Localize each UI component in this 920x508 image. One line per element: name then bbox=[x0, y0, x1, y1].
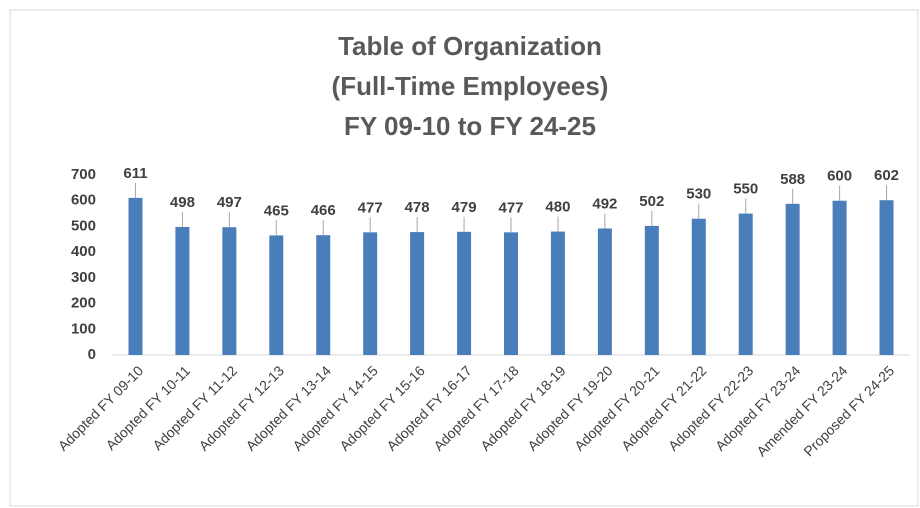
value-label: 502 bbox=[639, 193, 664, 210]
value-label: 466 bbox=[311, 202, 336, 219]
value-label: 498 bbox=[170, 194, 195, 211]
chart-border bbox=[9, 9, 919, 507]
bar bbox=[785, 203, 800, 355]
value-label: 497 bbox=[217, 194, 242, 211]
bar bbox=[832, 200, 847, 355]
bar bbox=[128, 197, 143, 355]
x-tick-label: Adopted FY 13-14 bbox=[242, 362, 334, 454]
x-tick-label: Adopted FY 18-19 bbox=[477, 362, 569, 454]
y-tick-label: 300 bbox=[71, 269, 96, 286]
bar bbox=[269, 235, 284, 355]
y-tick-label: 400 bbox=[71, 243, 96, 260]
bar bbox=[879, 200, 894, 355]
x-tick-label: Adopted FY 16-17 bbox=[383, 362, 475, 454]
value-label: 480 bbox=[545, 199, 570, 216]
x-tick-label: Amended FY 23-24 bbox=[753, 362, 850, 459]
bar bbox=[644, 225, 659, 355]
value-label: 550 bbox=[733, 181, 758, 198]
bar bbox=[691, 218, 706, 355]
x-tick-label: Adopted FY 14-15 bbox=[289, 362, 381, 454]
x-tick-label: Adopted FY 12-13 bbox=[196, 362, 288, 454]
y-tick-label: 700 bbox=[71, 166, 96, 183]
value-label: 611 bbox=[123, 165, 147, 182]
bar bbox=[316, 235, 331, 355]
x-tick-label: Adopted FY 11-12 bbox=[149, 362, 240, 453]
value-label: 477 bbox=[358, 199, 383, 216]
bar bbox=[363, 232, 378, 355]
x-tick-label: Adopted FY 17-18 bbox=[430, 362, 522, 454]
y-tick-label: 100 bbox=[71, 320, 96, 337]
chart-title: (Full-Time Employees) bbox=[332, 71, 609, 101]
x-tick-label: Adopted FY 20-21 bbox=[571, 362, 663, 454]
value-label: 479 bbox=[452, 199, 477, 216]
x-tick-label: Adopted FY 10-11 bbox=[102, 362, 193, 453]
value-label: 465 bbox=[264, 202, 289, 219]
bar bbox=[222, 227, 237, 355]
chart-title: Table of Organization bbox=[338, 31, 602, 61]
x-tick-label: Adopted FY 19-20 bbox=[524, 362, 616, 454]
y-tick-label: 600 bbox=[71, 192, 96, 209]
x-tick-label: Adopted FY 23-24 bbox=[712, 362, 804, 454]
value-label: 478 bbox=[405, 199, 430, 216]
y-tick-label: 500 bbox=[71, 217, 96, 234]
value-label: 602 bbox=[874, 167, 899, 184]
bar bbox=[550, 231, 565, 355]
y-tick-label: 0 bbox=[88, 346, 96, 363]
x-tick-label: Adopted FY 09-10 bbox=[55, 362, 147, 454]
x-tick-label: Adopted FY 15-16 bbox=[336, 362, 428, 454]
chart-title: FY 09-10 to FY 24-25 bbox=[344, 111, 596, 141]
value-label: 600 bbox=[827, 168, 852, 185]
bar bbox=[410, 232, 425, 355]
x-tick-label: Adopted FY 21-22 bbox=[618, 362, 710, 454]
bar bbox=[175, 226, 190, 355]
x-tick-label: Proposed FY 24-25 bbox=[800, 362, 897, 459]
bar bbox=[504, 232, 518, 355]
value-label: 588 bbox=[780, 171, 805, 188]
value-label: 530 bbox=[686, 186, 711, 203]
value-label: 477 bbox=[498, 199, 523, 216]
x-tick-label: Adopted FY 22-23 bbox=[665, 362, 757, 454]
bar bbox=[457, 231, 472, 355]
bar bbox=[738, 213, 753, 355]
value-label: 492 bbox=[592, 195, 617, 212]
bar bbox=[597, 228, 612, 355]
y-tick-label: 200 bbox=[71, 295, 96, 312]
